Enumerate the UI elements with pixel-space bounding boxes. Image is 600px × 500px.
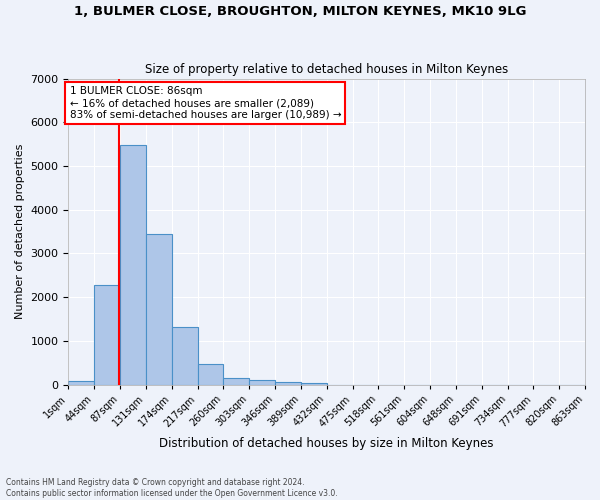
Y-axis label: Number of detached properties: Number of detached properties	[15, 144, 25, 320]
Text: Contains HM Land Registry data © Crown copyright and database right 2024.
Contai: Contains HM Land Registry data © Crown c…	[6, 478, 338, 498]
Text: 1, BULMER CLOSE, BROUGHTON, MILTON KEYNES, MK10 9LG: 1, BULMER CLOSE, BROUGHTON, MILTON KEYNE…	[74, 5, 526, 18]
Bar	[301, 383, 327, 384]
Bar	[172, 328, 197, 384]
X-axis label: Distribution of detached houses by size in Milton Keynes: Distribution of detached houses by size …	[160, 437, 494, 450]
Bar	[275, 382, 301, 384]
Bar	[68, 381, 94, 384]
Bar	[146, 234, 172, 384]
Title: Size of property relative to detached houses in Milton Keynes: Size of property relative to detached ho…	[145, 63, 508, 76]
Bar	[94, 285, 120, 384]
Bar	[249, 380, 275, 384]
Bar	[197, 364, 223, 384]
Bar	[120, 146, 146, 384]
Bar	[223, 378, 249, 384]
Text: 1 BULMER CLOSE: 86sqm
← 16% of detached houses are smaller (2,089)
83% of semi-d: 1 BULMER CLOSE: 86sqm ← 16% of detached …	[70, 86, 341, 120]
